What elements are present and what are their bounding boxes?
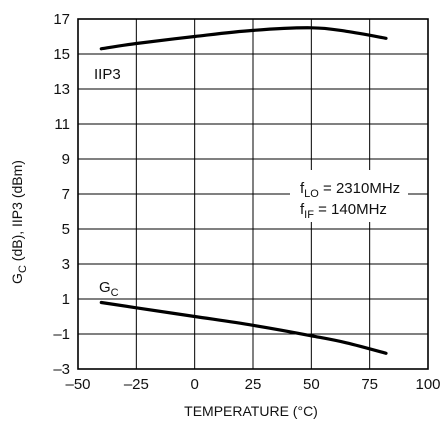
y-tick-label: 1 [62, 291, 70, 308]
y-tick-label: –1 [53, 326, 70, 343]
x-tick-label: –25 [124, 376, 149, 393]
series-line-gc [99, 300, 388, 355]
y-tick-label: 17 [53, 11, 70, 28]
conditions-legend: fLO = 2310MHz fIF = 140MHz [290, 170, 408, 222]
y-tick-label: 9 [62, 151, 70, 168]
x-tick-label: 0 [190, 376, 198, 393]
condition-fif: fIF = 140MHz [300, 201, 387, 221]
y-tick-label: 3 [62, 256, 70, 273]
iip3-series-label: IIP3 [94, 66, 121, 83]
x-tick-label: –50 [65, 376, 90, 393]
condition-flo: fLO = 2310MHz [300, 180, 400, 200]
y-axis-title: GC (dB), IIP3 (dBm) [9, 160, 29, 284]
series-line-iip3 [99, 26, 388, 51]
y-tick-label: 11 [54, 116, 70, 133]
x-tick-label: 100 [415, 376, 440, 393]
x-tick-label: 75 [361, 376, 378, 393]
y-tick-label: 13 [53, 81, 70, 98]
plot-frame [77, 18, 429, 370]
series-lines [99, 26, 388, 355]
y-tick-label: 15 [53, 46, 70, 63]
x-tick-labels: –50 –25 0 25 50 75 100 [65, 376, 440, 393]
y-tick-label: 7 [62, 186, 70, 203]
y-tick-label: –3 [53, 361, 70, 378]
x-tick-label: 25 [245, 376, 262, 393]
x-tick-label: 50 [303, 376, 320, 393]
gc-series-label: GC [99, 279, 119, 299]
conditions-background [290, 170, 408, 222]
y-tick-label: 5 [62, 221, 70, 238]
x-axis-title: TEMPERATURE (°C) [184, 403, 318, 419]
